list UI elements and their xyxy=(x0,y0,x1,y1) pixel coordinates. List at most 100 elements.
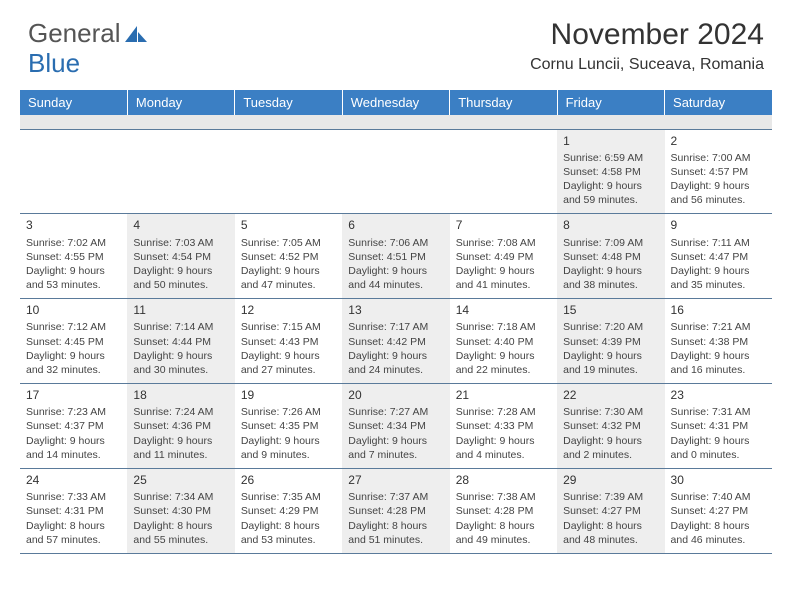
daylight-text: Daylight: 9 hours xyxy=(456,434,551,448)
day-cell: 18Sunrise: 7:24 AMSunset: 4:36 PMDayligh… xyxy=(127,384,234,469)
sunset-text: Sunset: 4:37 PM xyxy=(26,419,121,433)
logo-sail-icon xyxy=(125,24,147,44)
sunset-text: Sunset: 4:49 PM xyxy=(456,250,551,264)
day-cell: 22Sunrise: 7:30 AMSunset: 4:32 PMDayligh… xyxy=(557,384,664,469)
day-number: 19 xyxy=(241,387,336,403)
day-cell: 28Sunrise: 7:38 AMSunset: 4:28 PMDayligh… xyxy=(450,469,557,554)
day-cell: 24Sunrise: 7:33 AMSunset: 4:31 PMDayligh… xyxy=(20,469,127,554)
sunrise-text: Sunrise: 7:02 AM xyxy=(26,236,121,250)
daylight-text: and 56 minutes. xyxy=(671,193,766,207)
day-cell: 16Sunrise: 7:21 AMSunset: 4:38 PMDayligh… xyxy=(665,299,772,384)
sunset-text: Sunset: 4:27 PM xyxy=(563,504,658,518)
daylight-text: Daylight: 8 hours xyxy=(133,519,228,533)
sunrise-text: Sunrise: 7:33 AM xyxy=(26,490,121,504)
sunset-text: Sunset: 4:44 PM xyxy=(133,335,228,349)
day-number: 27 xyxy=(348,472,443,488)
daylight-text: and 57 minutes. xyxy=(26,533,121,547)
daylight-text: Daylight: 9 hours xyxy=(563,434,658,448)
daylight-text: Daylight: 9 hours xyxy=(241,264,336,278)
daylight-text: Daylight: 8 hours xyxy=(456,519,551,533)
day-number: 22 xyxy=(563,387,658,403)
daylight-text: Daylight: 8 hours xyxy=(348,519,443,533)
logo: General xyxy=(28,18,147,49)
day-number: 28 xyxy=(456,472,551,488)
sunrise-text: Sunrise: 7:03 AM xyxy=(133,236,228,250)
sunset-text: Sunset: 4:31 PM xyxy=(671,419,766,433)
day-cell: 5Sunrise: 7:05 AMSunset: 4:52 PMDaylight… xyxy=(235,214,342,299)
sunset-text: Sunset: 4:27 PM xyxy=(671,504,766,518)
sunset-text: Sunset: 4:52 PM xyxy=(241,250,336,264)
empty-cell xyxy=(20,129,127,214)
sunrise-text: Sunrise: 7:27 AM xyxy=(348,405,443,419)
sunrise-text: Sunrise: 7:30 AM xyxy=(563,405,658,419)
sunrise-text: Sunrise: 7:34 AM xyxy=(133,490,228,504)
day-cell: 11Sunrise: 7:14 AMSunset: 4:44 PMDayligh… xyxy=(127,299,234,384)
logo-text-2: Blue xyxy=(28,48,80,79)
calendar-week: 3 Sunrise: 7:02 AMSunset: 4:55 PM Daylight… xyxy=(20,214,772,299)
daylight-text: Daylight: 8 hours xyxy=(671,519,766,533)
sunset-text: Sunset: 4:54 PM xyxy=(133,250,228,264)
daylight-text: Daylight: 9 hours xyxy=(348,434,443,448)
sunset-text: Sunset: 4:57 PM xyxy=(671,165,766,179)
daylight-text: Daylight: 9 hours xyxy=(563,349,658,363)
daylight-text: Daylight: 9 hours xyxy=(671,264,766,278)
sunrise-text: Sunrise: 7:06 AM xyxy=(348,236,443,250)
sunrise-text: Sunrise: 7:24 AM xyxy=(133,405,228,419)
sunset-text: Sunset: 4:38 PM xyxy=(671,335,766,349)
daylight-text: Daylight: 9 hours xyxy=(456,264,551,278)
daylight-text: Daylight: 9 hours xyxy=(26,434,121,448)
sunset-text: Sunset: 4:35 PM xyxy=(241,419,336,433)
daylight-text: Daylight: 9 hours xyxy=(133,349,228,363)
daylight-text: and 16 minutes. xyxy=(671,363,766,377)
day-number: 15 xyxy=(563,302,658,318)
sunset-text: Sunset: 4:33 PM xyxy=(456,419,551,433)
sunset-text: Sunset: 4:28 PM xyxy=(456,504,551,518)
day-cell: 26Sunrise: 7:35 AMSunset: 4:29 PMDayligh… xyxy=(235,469,342,554)
header: General November 2024 Cornu Luncii, Suce… xyxy=(0,0,792,82)
blank-row xyxy=(20,115,772,129)
sunset-text: Sunset: 4:48 PM xyxy=(563,250,658,264)
month-title: November 2024 xyxy=(530,18,764,52)
daylight-text: and 50 minutes. xyxy=(133,278,228,292)
day-cell: 7Sunrise: 7:08 AMSunset: 4:49 PMDaylight… xyxy=(450,214,557,299)
sunrise-text: Sunrise: 7:00 AM xyxy=(671,151,766,165)
sunrise-text: Sunrise: 7:05 AM xyxy=(241,236,336,250)
col-sunday: Sunday xyxy=(20,90,127,115)
sunset-text: Sunset: 4:58 PM xyxy=(563,165,658,179)
day-cell: 25Sunrise: 7:34 AMSunset: 4:30 PMDayligh… xyxy=(127,469,234,554)
day-cell: 30Sunrise: 7:40 AMSunset: 4:27 PMDayligh… xyxy=(665,469,772,554)
day-number: 11 xyxy=(133,302,228,318)
day-number: 3 xyxy=(26,217,121,233)
col-thursday: Thursday xyxy=(450,90,557,115)
daylight-text: and 53 minutes. xyxy=(241,533,336,547)
empty-cell xyxy=(342,129,449,214)
day-number: 30 xyxy=(671,472,766,488)
logo-text-1: General xyxy=(28,18,121,49)
daylight-text: Daylight: 9 hours xyxy=(671,179,766,193)
sunrise-text: Sunrise: 6:59 AM xyxy=(563,151,658,165)
sunrise-text: Sunrise: 7:15 AM xyxy=(241,320,336,334)
sunrise-text: Sunrise: 7:39 AM xyxy=(563,490,658,504)
daylight-text: Daylight: 9 hours xyxy=(241,349,336,363)
day-number: 29 xyxy=(563,472,658,488)
day-number: 9 xyxy=(671,217,766,233)
daylight-text: Daylight: 9 hours xyxy=(26,349,121,363)
daylight-text: Daylight: 8 hours xyxy=(563,519,658,533)
day-cell: 14Sunrise: 7:18 AMSunset: 4:40 PMDayligh… xyxy=(450,299,557,384)
sunset-text: Sunset: 4:55 PM xyxy=(26,250,121,264)
sunrise-text: Sunrise: 7:18 AM xyxy=(456,320,551,334)
day-number: 25 xyxy=(133,472,228,488)
daylight-text: Daylight: 8 hours xyxy=(241,519,336,533)
day-cell: 19Sunrise: 7:26 AMSunset: 4:35 PMDayligh… xyxy=(235,384,342,469)
day-cell: 3Sunrise: 7:02 AMSunset: 4:55 PMDaylight… xyxy=(20,214,127,299)
col-saturday: Saturday xyxy=(665,90,772,115)
sunrise-text: Sunrise: 7:31 AM xyxy=(671,405,766,419)
daylight-text: and 27 minutes. xyxy=(241,363,336,377)
calendar-week: 24Sunrise: 7:33 AMSunset: 4:31 PMDayligh… xyxy=(20,469,772,554)
daylight-text: Daylight: 9 hours xyxy=(563,179,658,193)
day-cell: 12Sunrise: 7:15 AMSunset: 4:43 PMDayligh… xyxy=(235,299,342,384)
daylight-text: Daylight: 9 hours xyxy=(241,434,336,448)
day-number: 1 xyxy=(563,133,658,149)
day-cell: 20Sunrise: 7:27 AMSunset: 4:34 PMDayligh… xyxy=(342,384,449,469)
daylight-text: and 0 minutes. xyxy=(671,448,766,462)
